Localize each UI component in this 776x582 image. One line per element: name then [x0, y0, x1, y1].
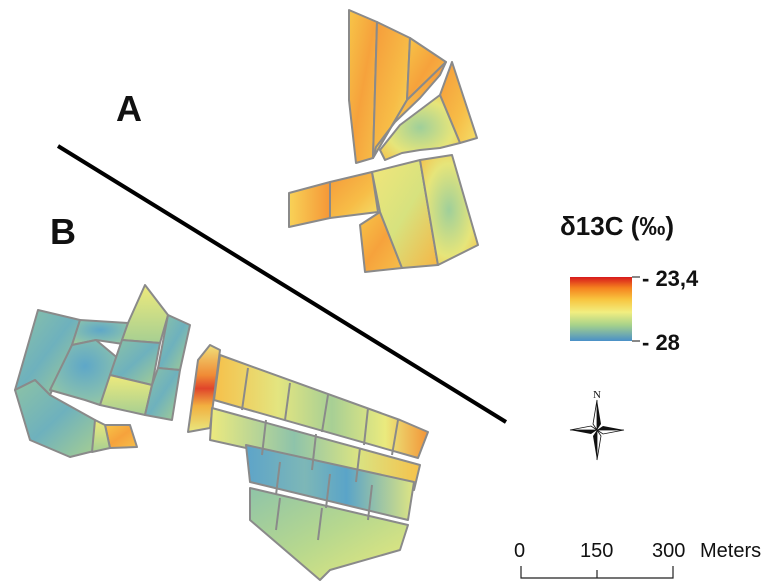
legend-min-label: - 28 [642, 330, 680, 355]
field-b-9 [144, 367, 181, 421]
field-a-1 [348, 9, 378, 164]
zone-a-label: A [116, 88, 142, 129]
field-a-6 [379, 94, 461, 161]
legend: δ13C (‰) - 23,4 - 28 [560, 211, 699, 355]
area-b-fields-west [14, 284, 191, 458]
scale-tick-0: 0 [514, 540, 525, 562]
field-b-2 [71, 319, 129, 346]
zone-b-label: B [50, 211, 76, 252]
scale-bar: 0 150 300 Meters [514, 540, 761, 579]
field-b-row1 [213, 354, 429, 459]
field-a-11 [419, 154, 479, 266]
legend-color-ramp [570, 277, 632, 341]
scale-tick-300: 300 [652, 540, 685, 562]
field-b-row4 [249, 487, 409, 581]
area-a-fields [288, 9, 479, 273]
legend-title: δ13C (‰) [560, 211, 674, 241]
field-a-10 [371, 159, 439, 269]
north-label: N [593, 389, 601, 401]
field-a-8 [329, 171, 379, 219]
area-b-fields-east [187, 344, 429, 581]
field-b-5 [121, 284, 169, 344]
zone-divider-line [56, 144, 508, 424]
scale-unit: Meters [700, 540, 761, 562]
north-arrow-icon: N [569, 389, 625, 461]
scale-tick-150: 150 [580, 540, 613, 562]
field-a-7 [288, 181, 331, 228]
field-b-11 [91, 419, 111, 453]
legend-max-label: - 23,4 [642, 266, 699, 291]
field-a-4 [372, 61, 447, 159]
